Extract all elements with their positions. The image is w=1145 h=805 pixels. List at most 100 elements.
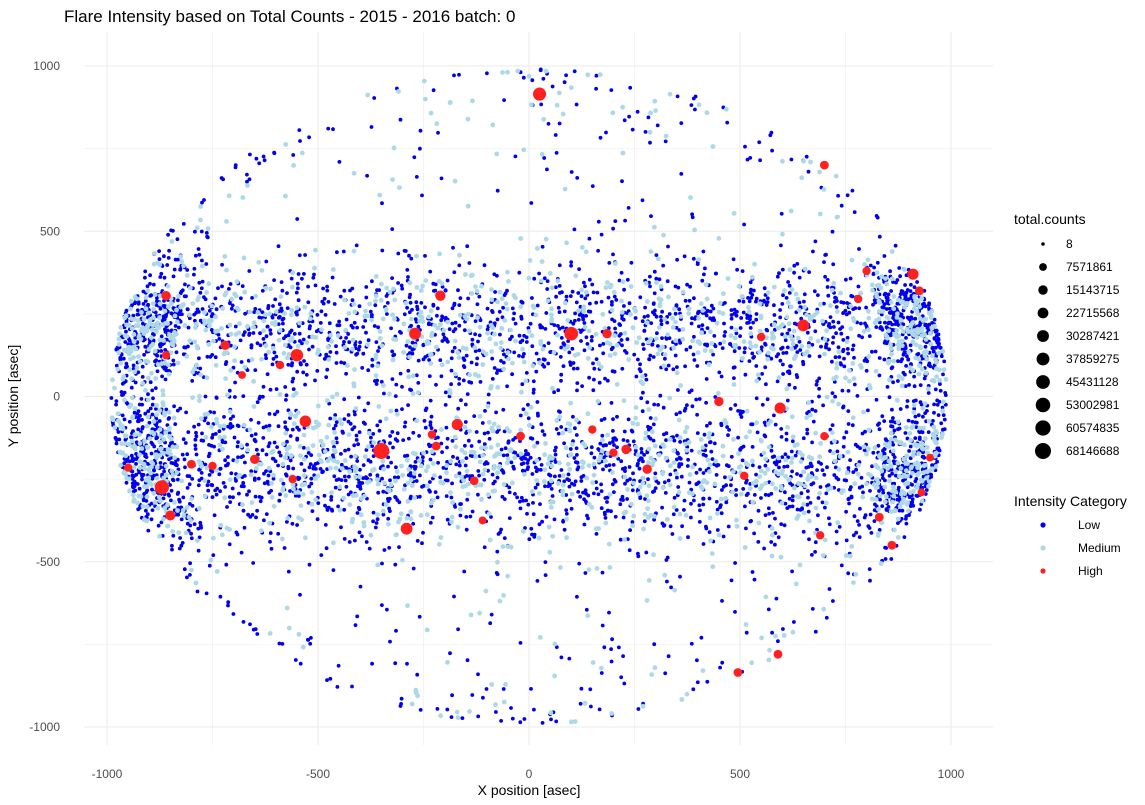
point-medium [485, 492, 491, 498]
point-low [396, 475, 401, 480]
point-medium [676, 417, 682, 423]
point-low [848, 487, 852, 492]
point-low [655, 331, 659, 336]
point-low [461, 378, 466, 383]
point-medium [162, 308, 168, 314]
point-medium [682, 429, 688, 435]
point-low [526, 502, 531, 507]
point-low [140, 474, 145, 479]
point-low [477, 333, 482, 338]
point-low [752, 354, 756, 359]
point-low [311, 275, 316, 280]
point-medium [158, 498, 163, 504]
point-low [836, 193, 840, 198]
point-low [853, 306, 858, 310]
point-low [627, 465, 632, 469]
point-medium [290, 284, 295, 290]
point-low [609, 659, 614, 664]
point-low [559, 372, 564, 377]
point-low [361, 325, 366, 329]
point-medium [144, 423, 150, 429]
point-low [261, 154, 266, 159]
point-low [783, 501, 788, 506]
point-low [871, 450, 876, 455]
point-low [197, 535, 202, 540]
point-low [833, 355, 838, 360]
point-low [183, 282, 187, 287]
point-low [743, 144, 747, 149]
point-medium [631, 513, 637, 519]
point-medium [806, 343, 812, 349]
point-low [435, 306, 440, 311]
point-medium [783, 457, 789, 463]
point-low [585, 342, 590, 346]
point-low [357, 480, 361, 485]
point-low [326, 338, 331, 342]
point-medium [461, 478, 467, 484]
point-low [304, 372, 309, 377]
point-low [203, 462, 208, 467]
point-low [438, 358, 443, 362]
point-low [313, 462, 318, 466]
point-low [173, 324, 178, 328]
point-low [652, 402, 657, 407]
point-medium [540, 346, 546, 352]
point-low [199, 471, 204, 475]
point-medium [545, 461, 551, 467]
point-low [428, 520, 433, 525]
point-low [304, 362, 309, 367]
point-low [610, 482, 615, 487]
point-low [750, 570, 755, 574]
point-medium [700, 445, 706, 450]
point-low [296, 286, 300, 291]
point-low [701, 542, 706, 546]
point-low [603, 376, 607, 381]
point-low [521, 407, 526, 412]
point-low [732, 307, 737, 312]
point-low [926, 391, 931, 395]
point-low [579, 294, 584, 299]
point-low [668, 524, 673, 529]
point-low [605, 500, 609, 504]
point-low [736, 435, 740, 440]
point-low [917, 435, 922, 440]
point-low [899, 312, 904, 317]
point-low [856, 284, 861, 289]
point-medium [680, 336, 686, 342]
point-low [630, 520, 635, 524]
point-low [221, 481, 226, 485]
point-low [268, 539, 272, 544]
point-medium [887, 377, 892, 383]
point-low [571, 321, 576, 326]
point-medium [161, 338, 166, 343]
point-low [587, 236, 592, 241]
point-medium [291, 421, 297, 426]
point-low [236, 440, 240, 444]
point-low [914, 420, 919, 425]
point-low [646, 477, 650, 482]
point-low [804, 465, 809, 470]
point-low [754, 317, 759, 322]
point-low [266, 444, 271, 449]
point-low [844, 277, 848, 282]
point-low [450, 306, 455, 311]
point-low [381, 512, 386, 517]
point-low [770, 630, 774, 635]
point-low [891, 459, 896, 464]
point-low [325, 367, 330, 372]
point-low [161, 314, 166, 319]
point-low [316, 501, 321, 505]
point-low [502, 497, 507, 501]
point-low [146, 392, 150, 397]
point-medium [537, 635, 543, 640]
point-medium [414, 253, 419, 259]
point-low [130, 477, 135, 481]
point-low [594, 357, 599, 361]
point-medium [698, 437, 704, 442]
point-low [579, 479, 584, 483]
point-medium [380, 458, 386, 464]
point-low [583, 488, 588, 493]
point-low [877, 320, 882, 325]
point-low [148, 294, 153, 298]
point-low [248, 622, 252, 627]
